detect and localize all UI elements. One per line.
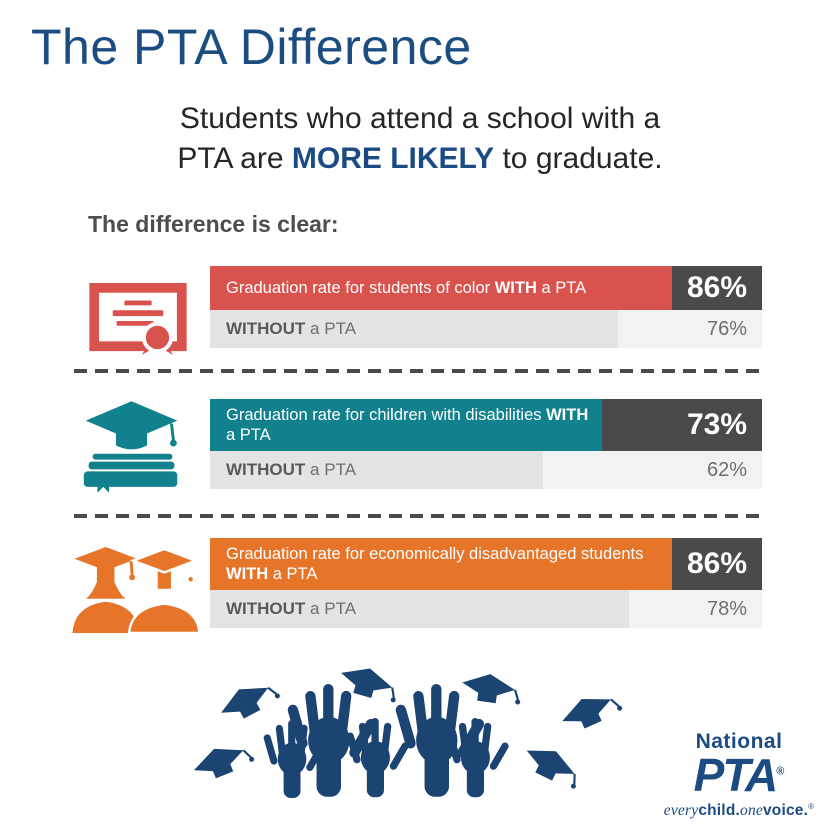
bar-without-label-post: a PTA xyxy=(305,599,357,618)
bar-with-value: 86% xyxy=(672,266,762,310)
bar-group-children-with-disabilities: Graduation rate for children with disabi… xyxy=(210,399,762,489)
logo-pta-text: PTA® xyxy=(655,752,823,798)
subtitle-emphasis: MORE LIKELY xyxy=(291,141,495,175)
bar-with-pta: Graduation rate for students of color WI… xyxy=(210,266,762,310)
bar-without-label-bold: WITHOUT xyxy=(226,599,306,618)
tagline-one: one xyxy=(740,802,763,820)
bar-with-pta: Graduation rate for economically disadva… xyxy=(210,538,762,590)
dashed-divider xyxy=(74,369,762,373)
logo-pta-letters: PTA xyxy=(693,749,779,801)
bar-with-label-bold: WITH xyxy=(494,278,537,297)
logo-tagline: everychild.onevoice.® xyxy=(655,802,823,820)
bar-without-pta: WITHOUT a PTA 76% xyxy=(210,310,762,348)
tagline-voice: voice. xyxy=(762,802,809,820)
subtitle-line2-pre: PTA are xyxy=(177,141,292,175)
bar-without-value: 76% xyxy=(706,317,747,340)
tagline-registered-mark: ® xyxy=(808,802,815,812)
bar-with-label-bold: WITH xyxy=(226,565,269,583)
bar-with-fill: Graduation rate for children with disabi… xyxy=(210,399,602,451)
bar-with-label: Graduation rate for economically disadva… xyxy=(226,544,672,584)
bar-without-value: 78% xyxy=(706,597,747,620)
bar-with-value: 86% xyxy=(672,538,762,590)
subtitle: Students who attend a school with a PTA … xyxy=(60,99,780,178)
bar-with-label-pre: Graduation rate for economically disadva… xyxy=(226,544,644,563)
bar-without-label-bold: WITHOUT xyxy=(226,460,306,479)
bar-without-label: WITHOUT a PTA xyxy=(226,599,356,619)
bar-with-fill: Graduation rate for students of color WI… xyxy=(210,266,672,310)
grad-cap-books-icon xyxy=(76,399,188,493)
bar-with-label: Graduation rate for students of color WI… xyxy=(226,278,592,298)
bar-without-label-bold: WITHOUT xyxy=(226,319,306,338)
bar-without-label-post: a PTA xyxy=(305,319,357,338)
tagline-child: child. xyxy=(698,802,740,820)
bar-with-label-pre: Graduation rate for students of color xyxy=(226,278,495,297)
bar-without-label: WITHOUT a PTA xyxy=(226,460,356,480)
bar-with-label-post: a PTA xyxy=(536,278,587,297)
tagline-every: every xyxy=(663,802,699,820)
bar-without-label-post: a PTA xyxy=(305,460,357,479)
bar-with-label-pre: Graduation rate for children with disabi… xyxy=(226,405,547,424)
subtitle-line1: Students who attend a school with a xyxy=(179,102,661,135)
bar-with-label-post: a PTA xyxy=(268,565,318,583)
bar-without-pta: WITHOUT a PTA 62% xyxy=(210,451,762,489)
bar-with-label-post: a PTA xyxy=(226,426,271,444)
bar-with-label: Graduation rate for children with disabi… xyxy=(226,405,602,445)
bar-without-fill: WITHOUT a PTA xyxy=(210,590,629,628)
bar-without-value: 62% xyxy=(706,458,747,481)
bar-with-pta: Graduation rate for children with disabi… xyxy=(210,399,762,451)
hands-caps-illustration xyxy=(180,660,660,805)
bar-group-students-of-color: Graduation rate for students of color WI… xyxy=(210,266,762,348)
subtitle-line2-post: to graduate. xyxy=(494,141,663,175)
bar-with-fill: Graduation rate for economically disadva… xyxy=(210,538,672,590)
certificate-icon xyxy=(88,283,188,355)
bar-without-label: WITHOUT a PTA xyxy=(226,319,356,339)
national-pta-logo: National PTA® everychild.onevoice.® xyxy=(655,730,823,820)
bar-without-pta: WITHOUT a PTA 78% xyxy=(210,590,762,628)
bar-with-label-bold: WITH xyxy=(546,405,589,424)
page-title: The PTA Difference xyxy=(31,19,472,75)
graduates-icon xyxy=(68,547,202,633)
dashed-divider xyxy=(74,514,762,518)
bar-with-value: 73% xyxy=(602,399,762,451)
bar-without-fill: WITHOUT a PTA xyxy=(210,451,543,489)
bar-group-economically-disadvantaged: Graduation rate for economically disadva… xyxy=(210,538,762,628)
section-heading: The difference is clear: xyxy=(88,211,339,237)
bar-without-fill: WITHOUT a PTA xyxy=(210,310,618,348)
logo-registered-mark: ® xyxy=(776,765,785,778)
logo-national-text: National xyxy=(695,730,783,753)
